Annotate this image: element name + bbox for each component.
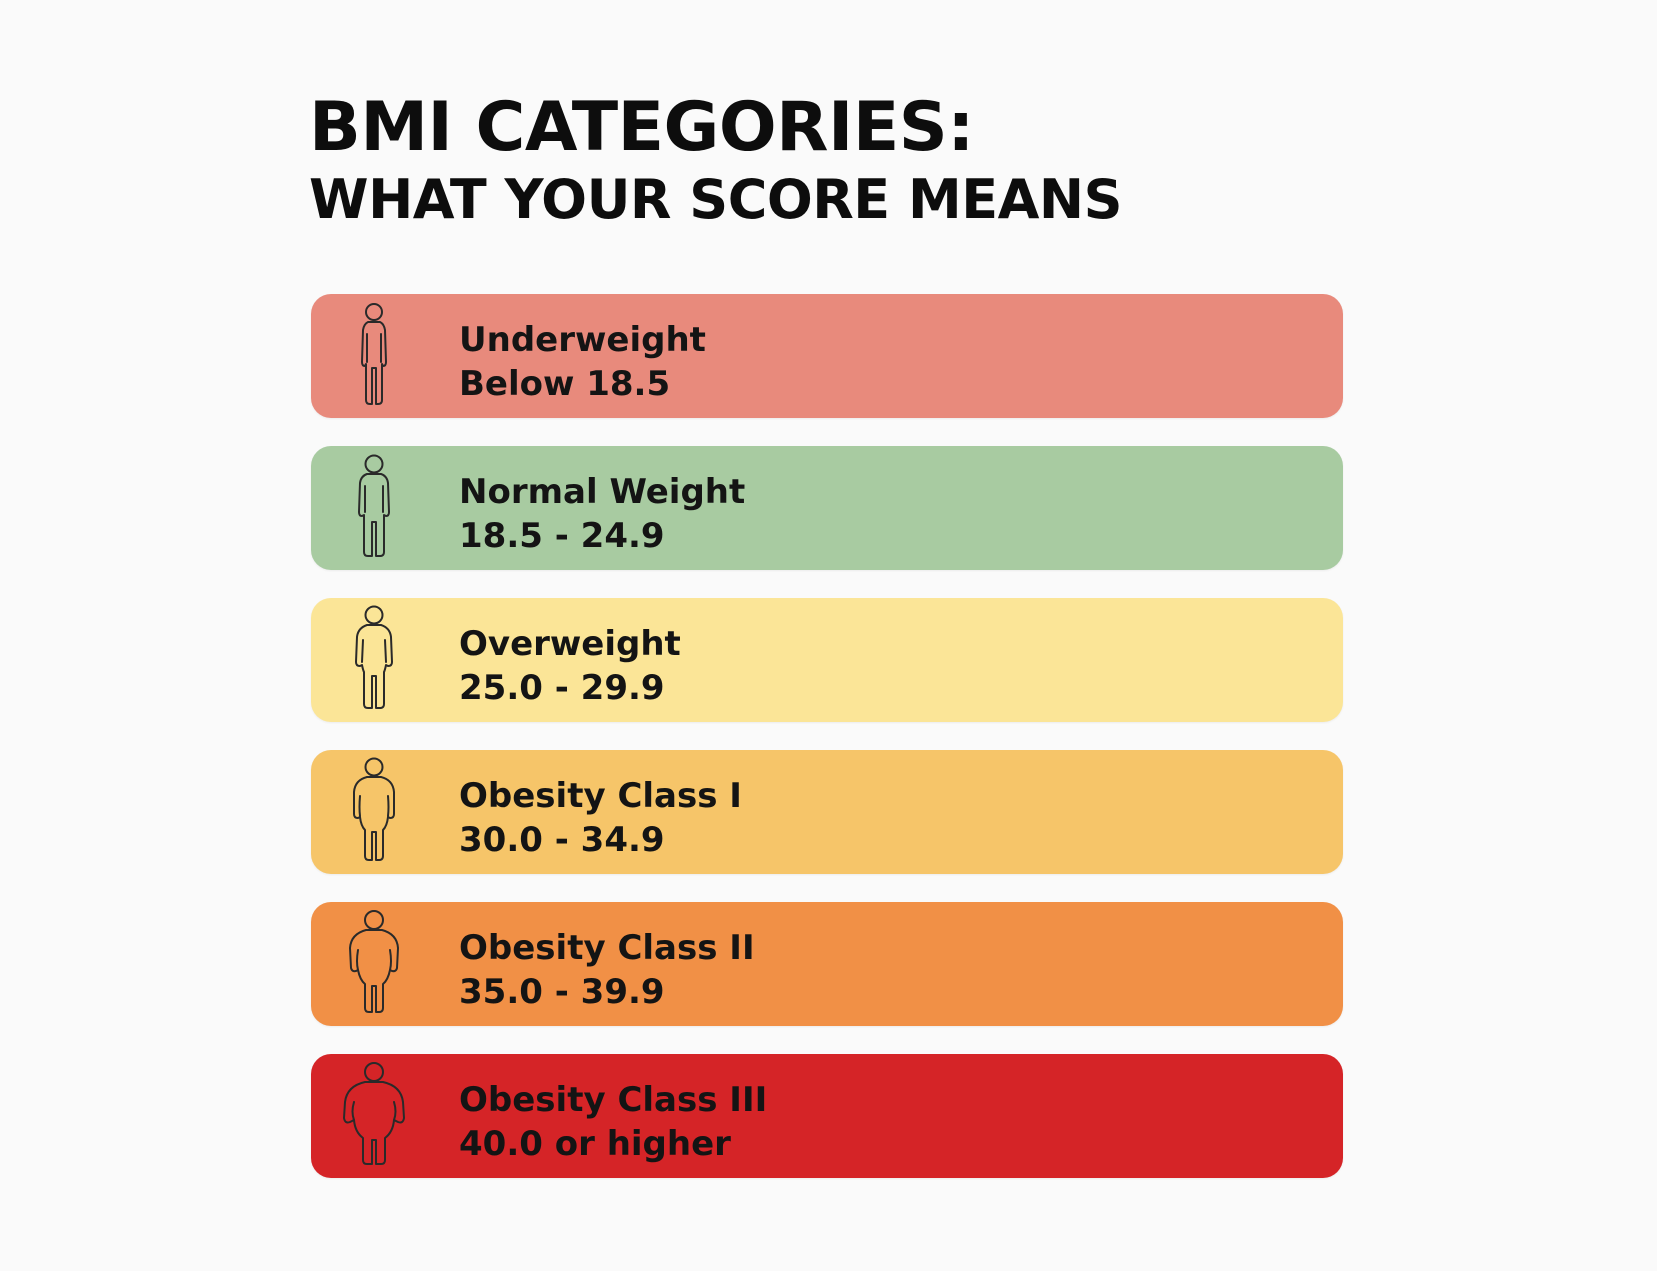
category-text: Obesity Class I 30.0 - 34.9 xyxy=(459,774,742,862)
category-text: Underweight Below 18.5 xyxy=(459,318,706,406)
header: BMI CATEGORIES: WHAT YOUR SCORE MEANS xyxy=(309,88,1409,232)
overweight-person-icon xyxy=(339,604,409,716)
category-obesity-class-1: Obesity Class I 30.0 - 34.9 xyxy=(311,750,1343,874)
category-range: 40.0 or higher xyxy=(459,1124,731,1164)
category-obesity-class-3: Obesity Class III 40.0 or higher xyxy=(311,1054,1343,1178)
category-range: 30.0 - 34.9 xyxy=(459,820,665,860)
category-underweight: Underweight Below 18.5 xyxy=(311,294,1343,418)
obese-2-person-icon xyxy=(339,908,409,1020)
category-name: Obesity Class III xyxy=(459,1080,768,1120)
category-name: Obesity Class II xyxy=(459,928,755,968)
category-name: Obesity Class I xyxy=(459,776,742,816)
category-text: Obesity Class III 40.0 or higher xyxy=(459,1078,767,1166)
page-subtitle: WHAT YOUR SCORE MEANS xyxy=(309,168,1123,231)
category-text: Normal Weight 18.5 - 24.9 xyxy=(459,470,745,558)
category-obesity-class-2: Obesity Class II 35.0 - 39.9 xyxy=(311,902,1343,1026)
category-name: Underweight xyxy=(459,320,706,360)
obese-3-person-icon xyxy=(339,1060,409,1172)
category-text: Overweight 25.0 - 29.9 xyxy=(459,622,681,710)
category-normal-weight: Normal Weight 18.5 - 24.9 xyxy=(311,446,1343,570)
obese-1-person-icon xyxy=(339,756,409,868)
category-range: Below 18.5 xyxy=(459,364,671,404)
category-range: 25.0 - 29.9 xyxy=(459,668,665,708)
slim-person-icon xyxy=(339,300,409,412)
category-list: Underweight Below 18.5 Normal Weight 18.… xyxy=(311,294,1343,1206)
category-name: Overweight xyxy=(459,624,681,664)
category-text: Obesity Class II 35.0 - 39.9 xyxy=(459,926,755,1014)
category-name: Normal Weight xyxy=(459,472,746,512)
normal-person-icon xyxy=(339,452,409,564)
category-range: 18.5 - 24.9 xyxy=(459,516,665,556)
category-range: 35.0 - 39.9 xyxy=(459,972,665,1012)
page-title: BMI CATEGORIES: xyxy=(309,88,974,167)
category-overweight: Overweight 25.0 - 29.9 xyxy=(311,598,1343,722)
